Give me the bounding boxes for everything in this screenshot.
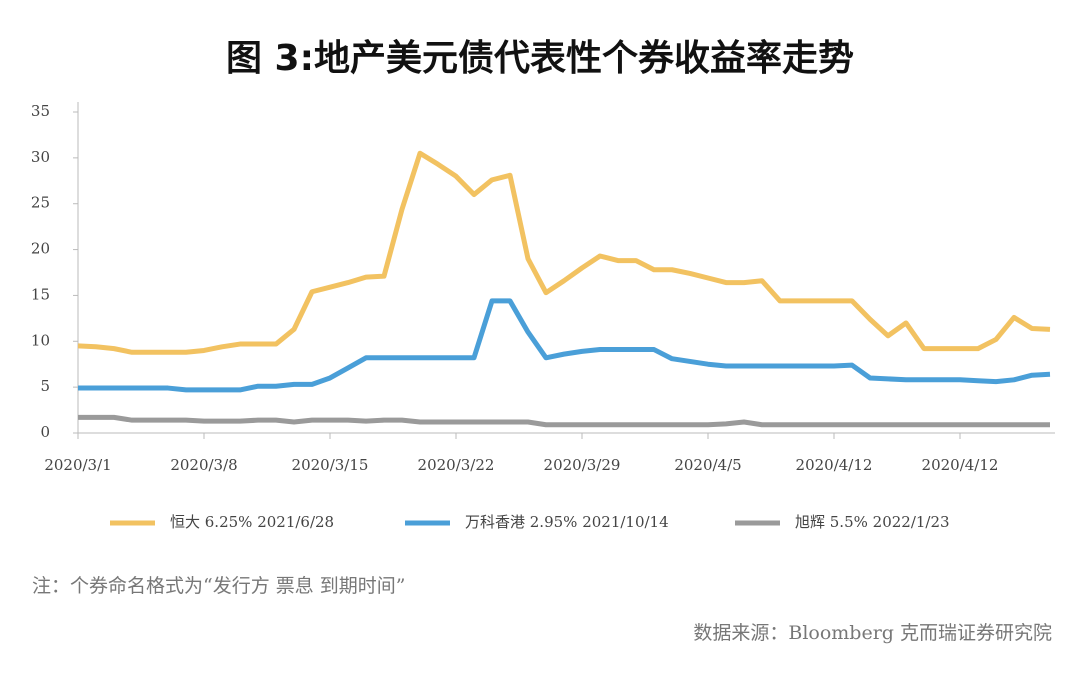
note: 注：个券命名格式为“发行方 票息 到期时间” (32, 575, 406, 597)
y-tick-label: 10 (31, 331, 50, 349)
y-tick-label: 5 (40, 377, 50, 395)
source: 数据来源：Bloomberg 克而瑞证券研究院 (693, 622, 1052, 644)
legend-label: 恒大 6.25% 2021/6/28 (170, 513, 334, 531)
x-tick-label: 2020/4/12 (922, 456, 999, 474)
series-line (78, 298, 1051, 393)
chart-title: 图 3:地产美元债代表性个券收益率走势 (226, 38, 854, 79)
y-tick-label: 15 (31, 285, 50, 303)
x-tick-label: 2020/4/12 (796, 456, 873, 474)
series-line (78, 414, 1050, 428)
y-tick-label: 35 (31, 102, 50, 120)
series-line (77, 150, 1051, 355)
legend-label: 旭辉 5.5% 2022/1/23 (795, 513, 950, 531)
x-tick-label: 2020/3/15 (292, 456, 369, 474)
x-tick-label: 2020/3/29 (544, 456, 621, 474)
y-tick-label: 0 (40, 423, 50, 441)
x-tick-label: 2020/4/5 (674, 456, 741, 474)
legend-label: 万科香港 2.95% 2021/10/14 (465, 513, 669, 531)
y-tick-label: 25 (31, 194, 50, 212)
x-tick-label: 2020/3/22 (418, 456, 495, 474)
x-tick-label: 2020/3/1 (44, 456, 111, 474)
y-tick-label: 30 (31, 148, 50, 166)
y-tick-label: 20 (31, 240, 50, 258)
x-tick-label: 2020/3/8 (170, 456, 237, 474)
